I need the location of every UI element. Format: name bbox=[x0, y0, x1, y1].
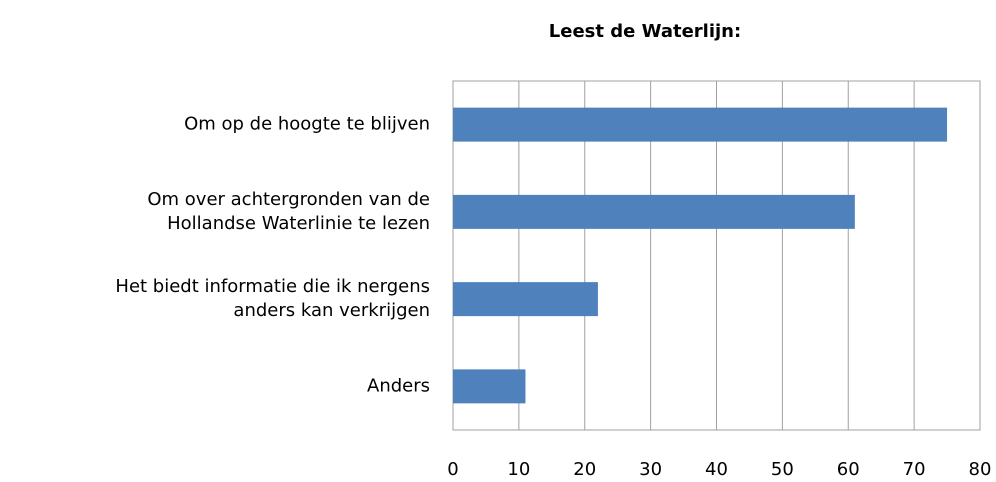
y-tick-label: Het biedt informatie die ik nergens ander… bbox=[115, 276, 430, 321]
x-tick-label: 70 bbox=[903, 459, 926, 480]
x-tick-label: 80 bbox=[969, 459, 992, 480]
x-tick-label: 40 bbox=[705, 459, 728, 480]
bar bbox=[453, 282, 598, 317]
x-tick-label: 10 bbox=[507, 459, 530, 480]
x-tick-label: 30 bbox=[639, 459, 662, 480]
y-tick-label: Anders bbox=[367, 375, 430, 396]
bar bbox=[453, 369, 526, 404]
x-tick-label: 20 bbox=[573, 459, 596, 480]
y-tick-label: Om op de hoogte te blijven bbox=[184, 114, 430, 135]
chart-title: Leest de Waterlijn: bbox=[549, 21, 741, 42]
x-tick-label: 60 bbox=[837, 459, 860, 480]
y-tick-label: Om over achtergronden van de Hollandse Wa… bbox=[147, 189, 430, 234]
x-tick-label: 50 bbox=[771, 459, 794, 480]
x-tick-label: 0 bbox=[447, 459, 458, 480]
bar bbox=[453, 107, 948, 142]
bar bbox=[453, 194, 855, 229]
